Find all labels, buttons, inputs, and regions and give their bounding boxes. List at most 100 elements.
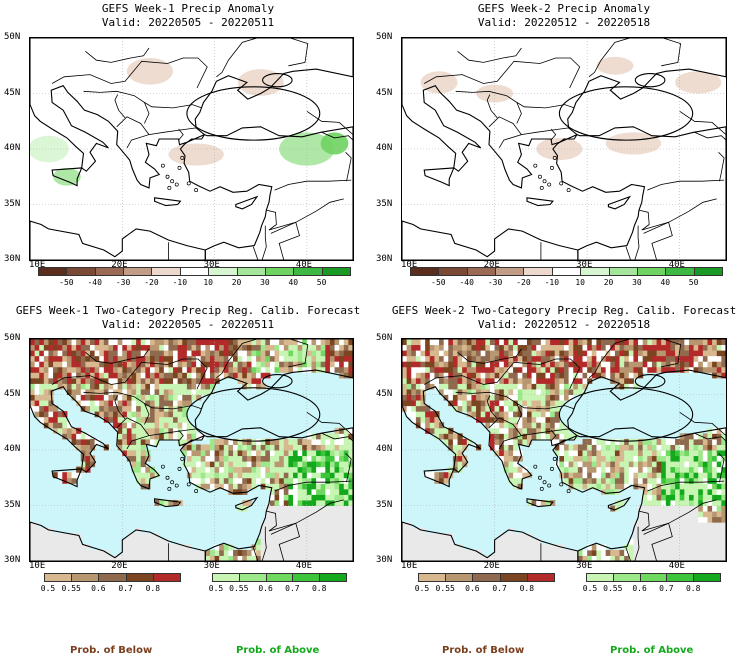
graticule: [30, 339, 353, 561]
panel2-valid: Valid: 20220512 - 20220518: [477, 16, 651, 29]
country-borders: [51, 38, 353, 260]
colorbar-swatch: [123, 267, 153, 276]
lat-tick-label: 35N: [4, 198, 21, 209]
colorbar-swatch: [38, 267, 68, 276]
colorbar-swatch: [472, 573, 501, 582]
aegean-islands: [533, 155, 571, 193]
colorbar-label: -50: [431, 278, 446, 287]
colorbar-swatch: [292, 573, 321, 582]
lon-tick-label: 10E: [29, 561, 46, 571]
colorbar-swatch: [264, 267, 295, 276]
colorbar-swatch: [94, 267, 125, 276]
panel1-title: GEFS Week-1 Precip Anomaly: [101, 2, 275, 15]
lat-tick-label: 50N: [376, 32, 393, 42]
lat-tick-label: 30N: [376, 555, 393, 565]
colorbar-swatch: [612, 573, 641, 582]
colorbar-swatch: [580, 267, 610, 276]
colorbar-swatch: [212, 573, 240, 582]
colorbar-label: 30: [260, 278, 270, 287]
lat-tick-label: 50N: [4, 333, 21, 343]
colorbar-label: 0.5: [582, 584, 598, 593]
colorbar-swatch: [151, 267, 181, 276]
lat-tick-label: 40N: [376, 444, 393, 454]
colorbar-swatch: [523, 267, 553, 276]
lon-tick-label: 40E: [295, 561, 313, 571]
colorbar-swatch: [418, 573, 447, 582]
colorbar-label: 0.7: [659, 584, 674, 593]
prob-above-label-1: Prob. of Above: [236, 645, 320, 656]
prob-above-label-2: Prob. of Above: [610, 645, 694, 656]
lon-tick-label: 20E: [483, 260, 500, 270]
colorbar-swatch: [526, 573, 555, 582]
lat-tick-label: 50N: [376, 333, 393, 343]
lat-tick-label: 50N: [4, 32, 21, 42]
aegean-islands: [160, 155, 199, 193]
colorbar-label: 0.55: [603, 584, 623, 593]
anomaly-field: [30, 57, 349, 186]
colorbar-swatch: [265, 573, 294, 582]
aegean-islands: [533, 456, 571, 494]
colorbar-label: 0.8: [519, 584, 535, 593]
coastlines: [30, 38, 353, 260]
prob-below-colorbar-2: 0.5 0.55 0.6 0.7 0.8: [414, 573, 555, 595]
prob-above-colorbar-2: 0.5 0.55 0.6 0.7 0.8: [582, 573, 721, 595]
lon-tick-label: 30E: [203, 561, 220, 571]
lon-tick-label: 30E: [576, 260, 593, 270]
colorbar-swatch: [410, 267, 440, 276]
coastlines: [30, 339, 353, 561]
coastlines: [402, 339, 726, 561]
colorbar-swatch: [438, 267, 468, 276]
colorbar-swatch: [321, 267, 351, 276]
lon-tick-label: 20E: [483, 561, 500, 571]
prob-above-colorbar-1: 0.5 0.55 0.6 0.7 0.8: [209, 573, 347, 595]
colorbar-swatch: [693, 267, 723, 276]
prob-below-label-2: Prob. of Below: [442, 645, 525, 656]
colorbar-swatch: [66, 267, 96, 276]
colorbar-label: 0.6: [258, 584, 273, 593]
colorbar-swatch: [608, 267, 638, 276]
lat-tick-label: 35N: [376, 499, 393, 510]
lon-tick-label: 30E: [203, 260, 220, 270]
colorbar-label: -10: [172, 278, 188, 287]
colorbar-label: -50: [59, 278, 74, 287]
anomaly-colorbar-2: -50 -40 -30 -20 -10 10 20 30 40 50: [410, 267, 723, 289]
colorbar-label: 0.5: [40, 584, 56, 593]
lon-tick-label: 40E: [295, 260, 313, 270]
colorbar-label: -20: [144, 278, 159, 287]
graticule: [30, 38, 353, 260]
lat-tick-label: 45N: [376, 87, 393, 98]
colorbar-label: 20: [231, 278, 242, 287]
lon-tick-label: 10E: [401, 561, 418, 571]
colorbar-label: 0.7: [285, 584, 300, 593]
colorbar-label: 0.8: [145, 584, 161, 593]
colorbar-label: 0.5: [414, 584, 430, 593]
lon-tick-label: 30E: [576, 561, 593, 571]
panel2-map: [401, 37, 727, 261]
lon-tick-label: 10E: [29, 260, 46, 270]
colorbar-swatch: [208, 267, 238, 276]
colorbar-swatch: [665, 267, 695, 276]
colorbar-swatch: [636, 267, 667, 276]
lon-tick-label: 40E: [668, 561, 685, 571]
colorbar-label: -30: [115, 278, 131, 287]
colorbar-label: 50: [688, 278, 699, 287]
colorbar-label: 0.7: [118, 584, 133, 593]
colorbar-swatch: [125, 573, 154, 582]
colorbar-swatch: [693, 573, 721, 582]
lat-tick-label: 35N: [376, 198, 393, 209]
colorbar-label: 0.6: [465, 584, 480, 593]
colorbar-label: 0.8: [311, 584, 327, 593]
colorbar-label: 0.55: [229, 584, 249, 593]
graticule: [402, 339, 726, 561]
colorbar-label: 40: [660, 278, 671, 287]
colorbar-swatch: [293, 267, 323, 276]
panel4-valid: Valid: 20220512 - 20220518: [477, 318, 651, 331]
panel3-map: [29, 338, 354, 562]
prob-below-label-1: Prob. of Below: [70, 645, 153, 656]
colorbar-label: 20: [603, 278, 614, 287]
lat-tick-label: 45N: [376, 388, 393, 399]
colorbar-swatch: [238, 573, 267, 582]
country-borders: [424, 38, 726, 260]
colorbar-swatch: [236, 267, 266, 276]
colorbar-swatch: [551, 267, 582, 276]
